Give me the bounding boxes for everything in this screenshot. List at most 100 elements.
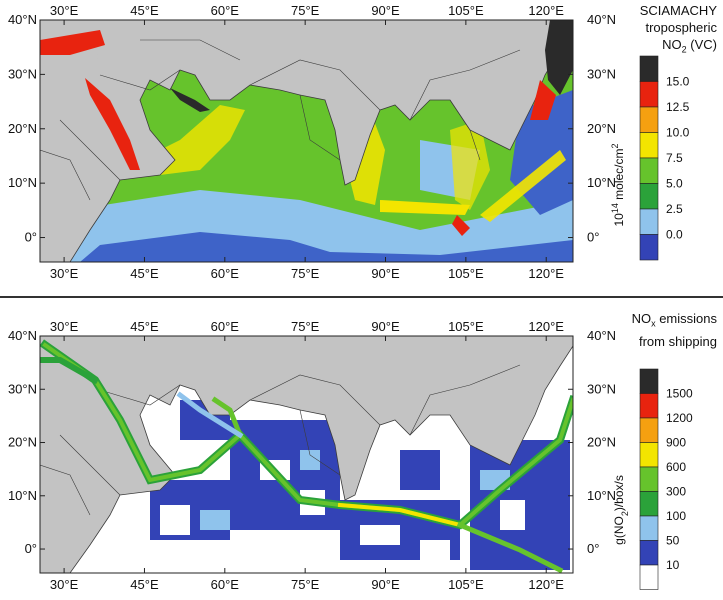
lat-tick-label-left: 20°N xyxy=(8,435,37,450)
colorbar-swatch xyxy=(639,417,659,443)
colorbar-swatch xyxy=(639,157,659,184)
lon-tick-label-top: 90°E xyxy=(371,3,400,18)
sciamachy-map: 30°E 30°E 45°E 45°E 60°E 60°E 75°E 75°E 90°E 90°E… xyxy=(8,3,690,281)
colorbar-label: 50 xyxy=(666,534,680,548)
lon-tick-label-bottom: 90°E xyxy=(371,266,400,281)
lon-tick-label-bottom: 75°E xyxy=(291,577,320,592)
sciamachy-panel: 30°E 30°E 45°E 45°E 60°E 60°E 75°E 75°E 90°E 90°E… xyxy=(0,0,723,296)
colorbar-unit: 1014 molec/cm2 xyxy=(610,143,626,226)
colorbar-label: 1500 xyxy=(666,387,693,401)
colorbar-swatch xyxy=(639,466,659,492)
lon-tick-label-top: 120°E xyxy=(528,319,564,334)
lon-tick-label-bottom: 45°E xyxy=(130,266,159,281)
colorbar-swatch xyxy=(639,55,659,82)
colorbar-unit: g(NO2)/box/s xyxy=(612,475,630,545)
lat-tick-label-right: 20°N xyxy=(587,435,616,450)
colorbar-swatch xyxy=(639,515,659,541)
lat-tick-label-left: 30°N xyxy=(8,66,37,81)
lat-tick-label-right: 0° xyxy=(587,541,599,556)
colorbar-swatch xyxy=(639,442,659,468)
map-area xyxy=(40,336,573,573)
colorbar-label: 300 xyxy=(666,485,686,499)
map-frame xyxy=(39,335,574,574)
colorbar-swatch xyxy=(639,132,659,159)
panel-divider xyxy=(0,296,723,298)
lon-tick-label-top: 105°E xyxy=(448,3,484,18)
lat-tick-label-left: 30°N xyxy=(8,381,37,396)
lat-tick-label-left: 10°N xyxy=(8,488,37,503)
lon-tick-label-bottom: 60°E xyxy=(211,266,240,281)
colorbar-swatch xyxy=(639,368,659,394)
colorbar-label: 7.5 xyxy=(666,151,683,165)
land-mass xyxy=(40,20,573,262)
colorbar: 15.0 12.5 10.0 7.5 5.0 2.5 0.0 xyxy=(639,55,690,261)
lon-tick-label-bottom: 120°E xyxy=(528,266,564,281)
colorbar-swatch xyxy=(639,540,659,566)
colorbar-swatch xyxy=(639,81,659,108)
lon-tick-label-top: 45°E xyxy=(130,3,159,18)
lat-tick-label-left: 10°N xyxy=(8,175,37,190)
lon-tick-label-bottom: 75°E xyxy=(291,266,320,281)
lat-tick-label-left: 40°N xyxy=(8,328,37,343)
colorbar-label: 100 xyxy=(666,509,686,523)
title-line-2: tropospheric xyxy=(645,20,717,35)
map-frame xyxy=(39,19,574,263)
lon-tick-label-top: 90°E xyxy=(371,319,400,334)
lon-tick-label-top: 60°E xyxy=(211,3,240,18)
colorbar-swatch xyxy=(639,491,659,517)
lat-tick-label-left: 40°N xyxy=(8,12,37,27)
lon-tick-label-bottom: 105°E xyxy=(448,577,484,592)
lon-tick-label-bottom: 105°E xyxy=(448,266,484,281)
colorbar-swatch xyxy=(639,234,659,261)
scs-lane-band xyxy=(480,150,566,222)
lon-tick-label-bottom: 120°E xyxy=(528,577,564,592)
axis-ticks: 30°E 30°E 45°E 45°E 60°E 60°E 75°E 75°E 90°E 90°E… xyxy=(8,3,616,281)
lat-tick-label-left: 0° xyxy=(25,230,37,245)
colorbar-swatch xyxy=(639,106,659,133)
colorbar-label: 15.0 xyxy=(666,75,690,89)
colorbar-label: 12.5 xyxy=(666,100,690,114)
lat-tick-label-left: 20°N xyxy=(8,121,37,136)
lat-tick-label-right: 20°N xyxy=(587,121,616,136)
shipping-title: NOx emissions from shipping xyxy=(632,310,717,350)
lon-tick-label-bottom: 60°E xyxy=(211,577,240,592)
shipping-map: 30°E 30°E 45°E 45°E 60°E 60°E 75°E 75°E 90°E 90°E… xyxy=(8,319,693,592)
land-mass xyxy=(40,336,573,573)
red-sea-hotspot xyxy=(85,78,140,170)
colorbar-swatch xyxy=(639,564,659,590)
shipping-lane-band xyxy=(380,200,470,215)
lon-tick-label-bottom: 90°E xyxy=(371,577,400,592)
lat-tick-label-right: 10°N xyxy=(587,175,616,190)
title-line-3: NO2 (VC) xyxy=(662,37,717,55)
colorbar-label: 600 xyxy=(666,460,686,474)
colorbar: 1500 1200 900 600 300 100 50 10 xyxy=(639,368,693,590)
title-line-1: NOx emissions xyxy=(631,311,717,329)
colorbar-swatch xyxy=(639,208,659,235)
lon-tick-label-top: 120°E xyxy=(528,3,564,18)
lat-tick-label-right: 30°N xyxy=(587,381,616,396)
lat-tick-label-right: 10°N xyxy=(587,488,616,503)
map-area xyxy=(40,20,573,262)
mediterranean-hotspot xyxy=(40,30,105,55)
lon-tick-label-top: 105°E xyxy=(448,319,484,334)
china-hotspot xyxy=(545,20,573,95)
lon-tick-label-top: 75°E xyxy=(291,3,320,18)
lon-tick-label-bottom: 45°E xyxy=(130,577,159,592)
lat-tick-label-right: 40°N xyxy=(587,12,616,27)
sciamachy-title: SCIAMACHY tropospheric NO2 (VC) xyxy=(640,2,717,59)
gulf-hotspot xyxy=(170,88,210,112)
title-line-2: from shipping xyxy=(638,333,717,349)
bay-coast-band xyxy=(450,120,490,210)
country-borders xyxy=(40,364,521,516)
shipping-panel: 30°E 30°E 45°E 45°E 60°E 60°E 75°E 75°E 90°E 90°E… xyxy=(0,300,723,600)
colorbar-label: 900 xyxy=(666,436,686,450)
lon-tick-label-bottom: 30°E xyxy=(50,577,79,592)
ocean-lowest-region xyxy=(80,232,573,262)
shipping-lanes xyxy=(40,339,573,573)
colorbar-label: 5.0 xyxy=(666,177,683,191)
lon-tick-label-top: 30°E xyxy=(50,3,79,18)
lat-tick-label-left: 0° xyxy=(25,541,37,556)
colorbar-swatch xyxy=(639,393,659,419)
lat-tick-label-right: 30°N xyxy=(587,66,616,81)
colorbar-label: 10.0 xyxy=(666,126,690,140)
